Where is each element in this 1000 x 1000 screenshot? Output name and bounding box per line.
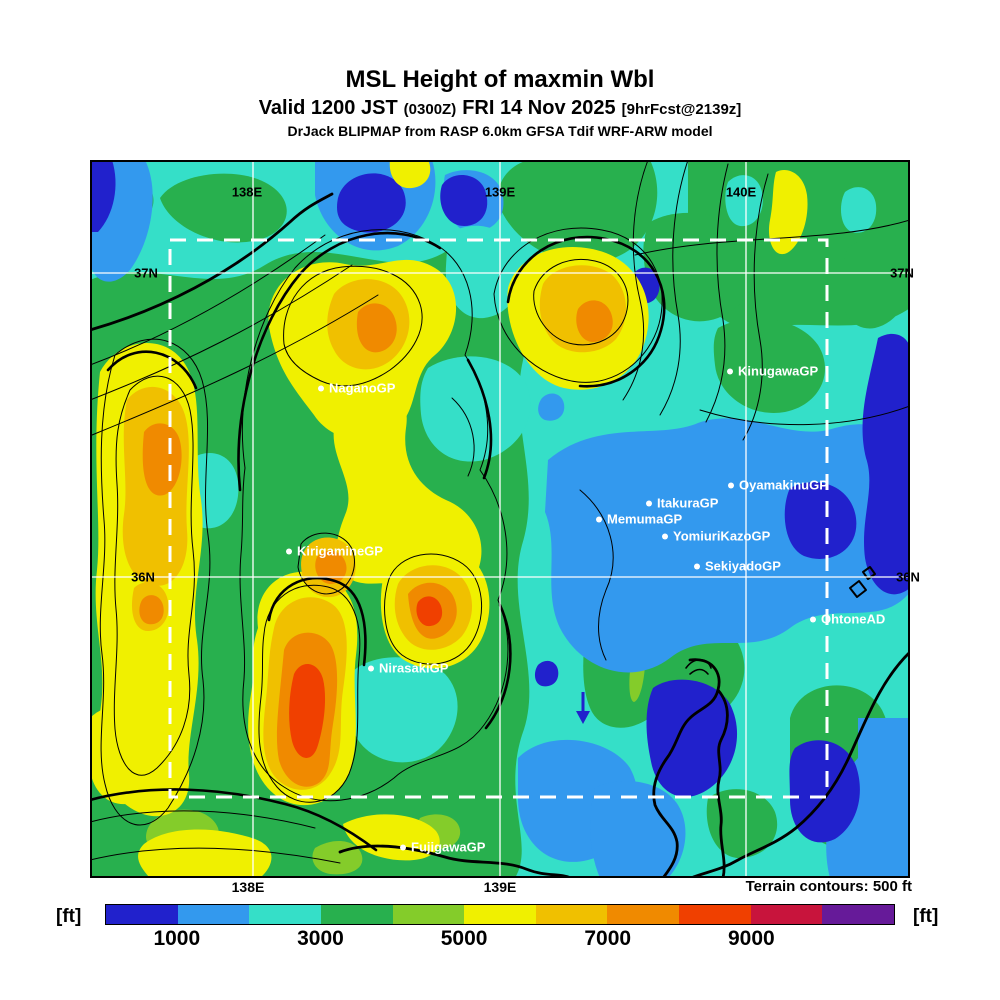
waypoint-dot-icon [662, 533, 668, 539]
waypoint-NaganoGP: NaganoGP [318, 381, 395, 396]
lon-label-bottom-138E: 138E [231, 879, 265, 895]
wind-arrow-icon [576, 692, 590, 724]
waypoint-dot-icon [286, 548, 292, 554]
waypoint-dot-icon [646, 500, 652, 506]
lat-label-37N-0: 37N [134, 265, 158, 281]
red-regions [289, 596, 443, 758]
valid-date: FRI 14 Nov 2025 [462, 97, 616, 119]
waypoint-NirasakiGP: NirasakiGP [368, 661, 448, 676]
waypoint-KirigamineGP: KirigamineGP [286, 544, 383, 559]
waypoint-dot-icon [810, 616, 816, 622]
colorbar [105, 904, 895, 925]
map-area: 138E 139E 140E 37N 37N 36N 36N NaganoGP Kinugawa… [90, 160, 920, 878]
lat-label-36N-2: 36N [131, 569, 155, 585]
colorbar-segment-1 [177, 905, 250, 924]
waypoint-KinugawaGP: KinugawaGP [727, 364, 818, 379]
waypoint-label: KinugawaGP [738, 363, 819, 379]
lightblue-regions [90, 160, 910, 878]
terrain-map-svg [90, 160, 910, 878]
colorbar-segment-5 [464, 905, 536, 924]
colorbar-tick-1000: 1000 [153, 927, 201, 950]
waypoint-label: MemumaGP [607, 511, 683, 527]
waypoint-label: SekiyadoGP [705, 558, 781, 574]
model-line: DrJack BLIPMAP from RASP 6.0km GFSA Tdif… [287, 123, 713, 139]
waypoint-label: ItakuraGP [657, 495, 719, 511]
waypoint-label: NirasakiGP [379, 660, 449, 676]
valid-zulu: (0300Z) [403, 101, 457, 118]
lat-label-37N-1: 37N [890, 265, 914, 281]
colorbar-tick-9000: 9000 [728, 927, 775, 950]
colorbar-segment-10 [822, 905, 895, 924]
waypoint-OhtoneAD: OhtoneAD [810, 612, 885, 627]
colorbar-segment-4 [392, 905, 465, 924]
waypoint-FujigawaGP: FujigawaGP [400, 840, 485, 855]
waypoint-dot-icon [694, 563, 700, 569]
lat-label-36N-3: 36N [896, 569, 920, 585]
colorbar-tick-5000: 5000 [440, 927, 488, 950]
colorbar-unit-left: [ft] [56, 906, 82, 927]
valid-prefix: Valid 1200 JST [258, 97, 398, 119]
lon-label-bottom-139E: 139E [483, 879, 517, 895]
waypoint-label: YomiuriKazoGP [673, 528, 771, 544]
colorbar-tick-7000: 7000 [584, 927, 632, 950]
cyan-patches [187, 175, 877, 763]
forecast-tag: [9hrFcst@2139z] [621, 101, 742, 118]
waypoint-ItakuraGP: ItakuraGP [646, 496, 718, 511]
waypoint-dot-icon [596, 516, 602, 522]
lon-label-top-140E: 140E [725, 184, 757, 200]
colorbar-tick-3000: 3000 [297, 927, 344, 950]
waypoint-SekiyadoGP: SekiyadoGP [694, 559, 781, 574]
colorbar-segment-8 [679, 905, 751, 924]
waypoint-label: KirigamineGP [297, 543, 383, 559]
orange-regions [139, 300, 613, 787]
waypoint-label: OyamakinuGP [739, 477, 828, 493]
waypoint-dot-icon [400, 844, 406, 850]
waypoint-label: OhtoneAD [821, 611, 886, 627]
terrain-contours-note: Terrain contours: 500 ft [745, 878, 912, 895]
waypoint-dot-icon [728, 482, 734, 488]
thick-contours [90, 231, 666, 852]
coastline [90, 192, 910, 878]
waypoint-dot-icon [368, 665, 374, 671]
waypoint-label: NaganoGP [329, 380, 396, 396]
colorbar-segment-0 [106, 905, 178, 924]
waypoint-label: FujigawaGP [411, 839, 486, 855]
valid-time-line: Valid 1200 JST (0300Z) FRI 14 Nov 2025 [9hr… [0, 97, 1000, 120]
waypoint-dot-icon [318, 385, 324, 391]
colorbar-segment-7 [607, 905, 680, 924]
latlon-grid-lines [90, 160, 910, 878]
colorbar-segment-9 [750, 905, 823, 924]
lon-label-top-139E: 139E [484, 184, 516, 200]
page-title: MSL Height of maxmin Wbl [345, 66, 655, 93]
colorbar-segment-6 [535, 905, 608, 924]
map-border [90, 160, 910, 878]
model-domain-box [168, 238, 829, 799]
waypoint-dot-icon [727, 368, 733, 374]
colorbar-segment-2 [249, 905, 321, 924]
colorbar-unit-right: [ft] [913, 906, 939, 927]
waypoint-MemumaGP: MemumaGP [596, 512, 682, 527]
waypoint-OyamakinuGP: OyamakinuGP [728, 478, 828, 493]
waypoint-YomiuriKazoGP: YomiuriKazoGP [662, 529, 770, 544]
colorbar-segment-3 [320, 905, 393, 924]
lon-label-top-138E: 138E [231, 184, 263, 200]
